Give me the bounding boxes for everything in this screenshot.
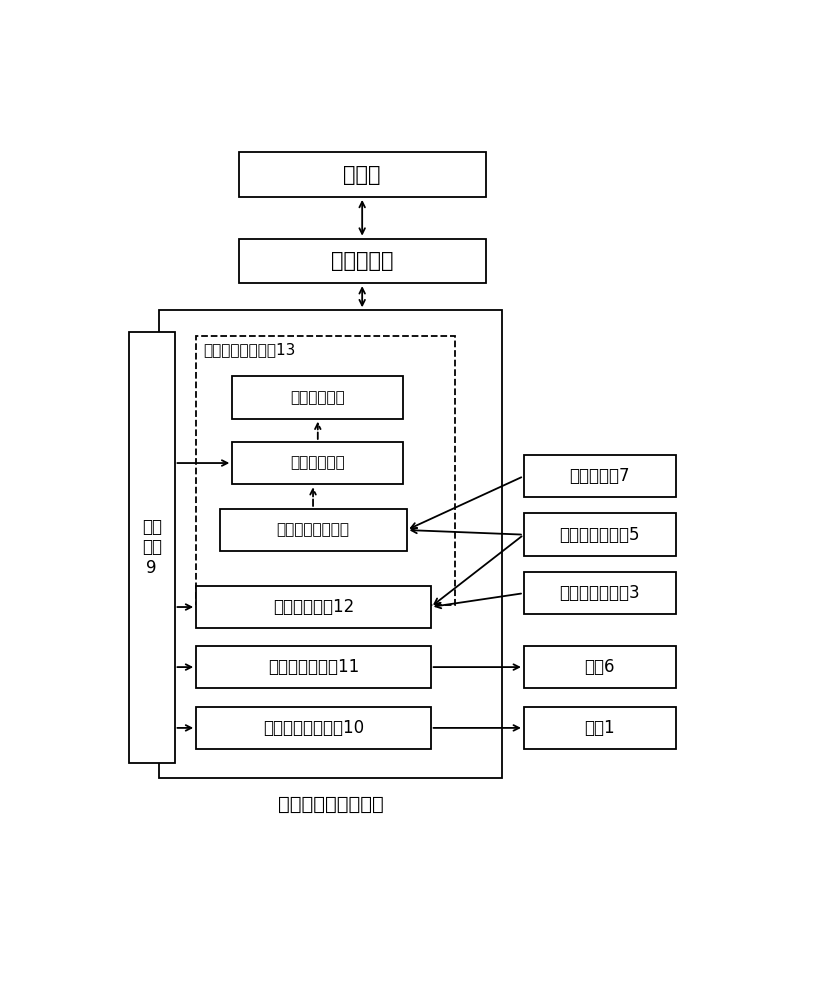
Bar [232, 442, 403, 484]
Text: 信息采集卡: 信息采集卡 [331, 251, 393, 271]
Text: 气阀6: 气阀6 [585, 658, 615, 676]
Text: 压强传感器7: 压强传感器7 [569, 467, 630, 485]
Text: 电压放大模块: 电压放大模块 [290, 390, 345, 405]
Bar [196, 646, 430, 688]
Text: 出气流量传感器5: 出气流量传感器5 [560, 526, 640, 544]
Bar [524, 646, 676, 688]
Text: 气压电压处理模块13: 气压电压处理模块13 [204, 342, 296, 357]
Bar [524, 513, 676, 556]
Bar [196, 707, 430, 749]
Bar [524, 707, 676, 749]
Bar [239, 239, 486, 283]
Text: 气压电压滤波模块: 气压电压滤波模块 [276, 523, 349, 538]
Bar [160, 310, 501, 778]
Text: 电压相减模块: 电压相减模块 [290, 456, 345, 471]
Bar [239, 152, 486, 197]
Bar [524, 572, 676, 614]
Bar [129, 332, 174, 763]
Bar [196, 336, 455, 605]
Text: 阀运动控制模块11: 阀运动控制模块11 [267, 658, 359, 676]
Text: 计算机: 计算机 [344, 165, 381, 185]
Text: 风机1: 风机1 [585, 719, 615, 737]
Bar [524, 455, 676, 497]
Text: 流量处理模块12: 流量处理模块12 [272, 598, 354, 616]
Bar [196, 586, 430, 628]
Text: 电源
模块
9: 电源 模块 9 [142, 518, 162, 577]
Bar [219, 509, 407, 551]
Text: 电机信号滤波模块10: 电机信号滤波模块10 [263, 719, 364, 737]
Bar [232, 376, 403, 419]
Text: 进气流量传感器3: 进气流量传感器3 [560, 584, 640, 602]
Text: 信号处理与控制电路: 信号处理与控制电路 [277, 795, 384, 814]
